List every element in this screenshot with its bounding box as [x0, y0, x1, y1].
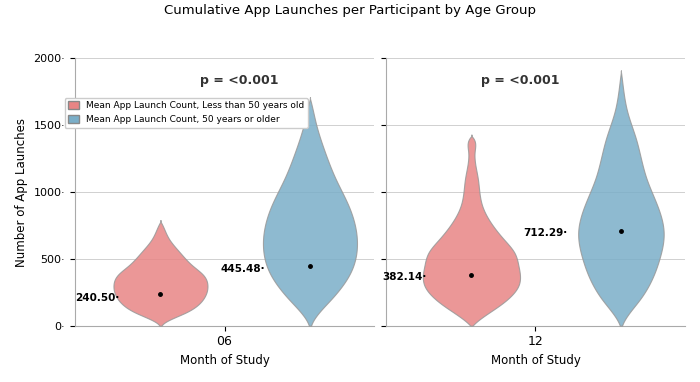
- Y-axis label: Number of App Launches: Number of App Launches: [15, 118, 28, 267]
- Text: 382.14·: 382.14·: [382, 272, 426, 282]
- X-axis label: Month of Study: Month of Study: [180, 354, 270, 367]
- Text: p = <0.001: p = <0.001: [200, 74, 279, 87]
- X-axis label: Month of Study: Month of Study: [491, 354, 580, 367]
- Legend: Mean App Launch Count, Less than 50 years old, Mean App Launch Count, 50 years o: Mean App Launch Count, Less than 50 year…: [64, 98, 308, 128]
- Text: p = <0.001: p = <0.001: [482, 74, 560, 87]
- Text: 240.50·: 240.50·: [76, 293, 120, 303]
- Text: Cumulative App Launches per Participant by Age Group: Cumulative App Launches per Participant …: [164, 4, 536, 17]
- Text: 712.29·: 712.29·: [524, 228, 568, 238]
- Text: 445.48·: 445.48·: [220, 264, 265, 274]
